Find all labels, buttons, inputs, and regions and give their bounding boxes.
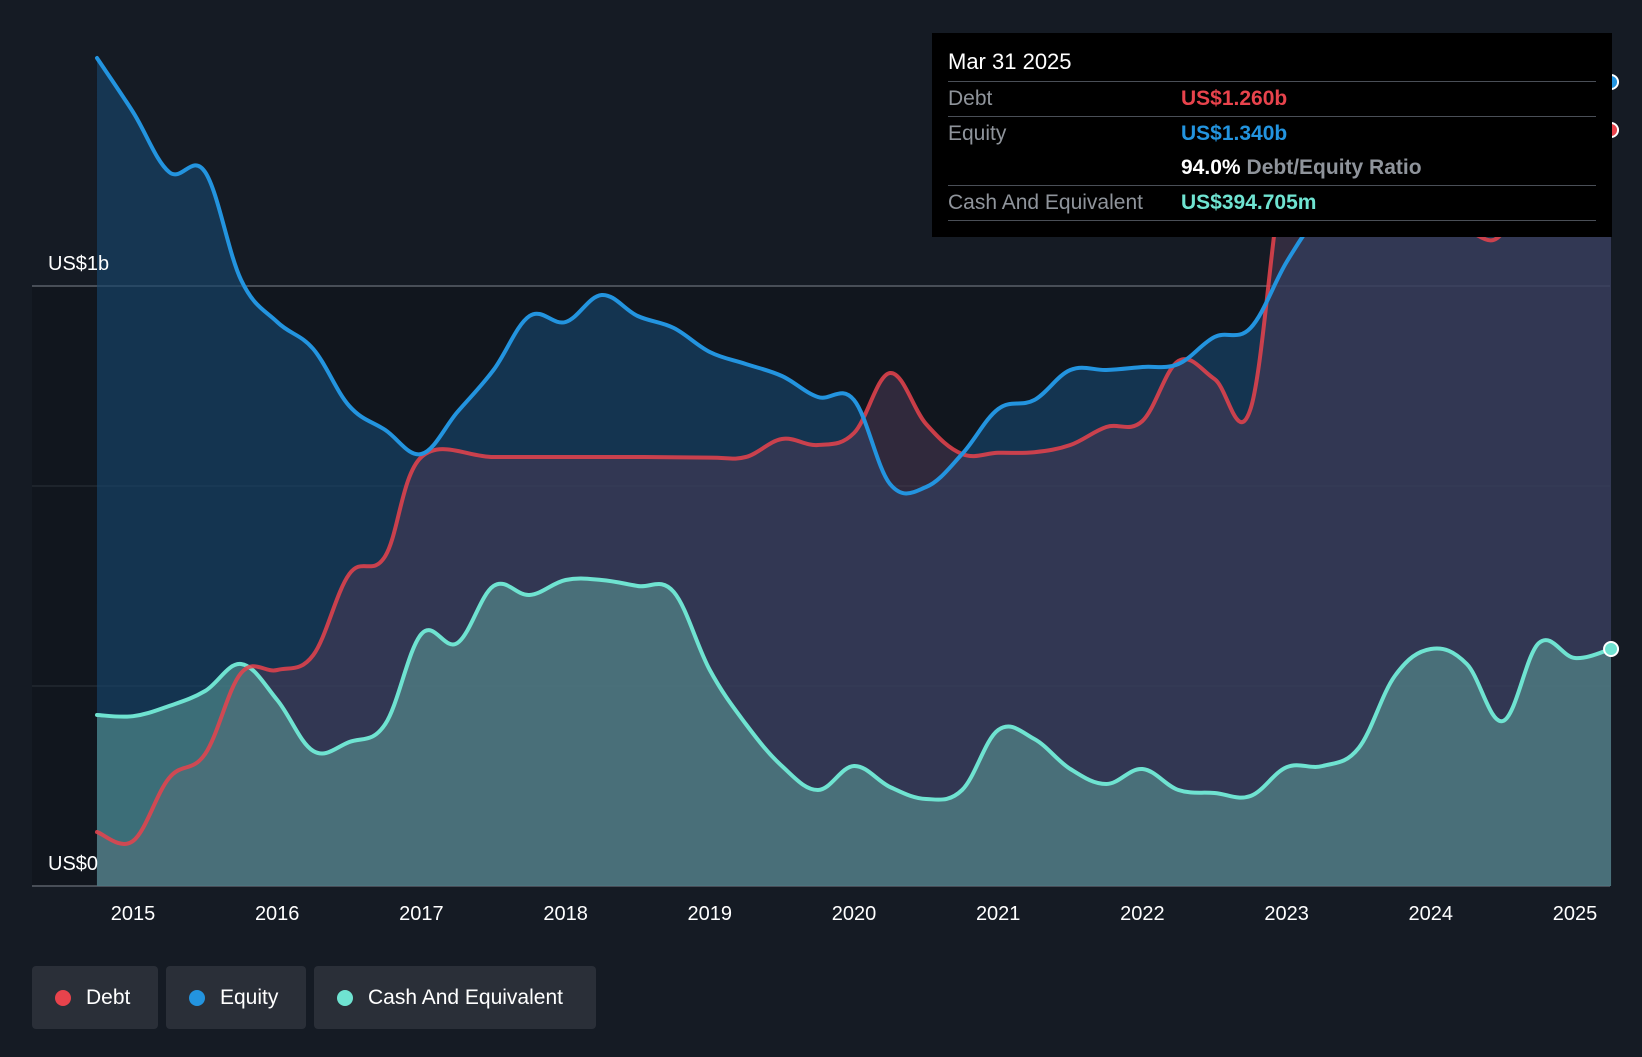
tooltip-cash-row: Cash And Equivalent US$394.705m: [948, 186, 1596, 221]
tooltip-ratio-value: 94.0%: [1181, 156, 1241, 179]
tooltip-date: Mar 31 2025: [948, 47, 1596, 82]
tooltip-equity-value: US$1.340b: [1181, 122, 1288, 145]
legend-item-equity[interactable]: Equity: [166, 966, 306, 1029]
x-tick-label: 2024: [1409, 903, 1454, 925]
tooltip-cash-label: Cash And Equivalent: [948, 191, 1143, 214]
tooltip-equity-label: Equity: [948, 122, 1007, 145]
area-fills: [96, 58, 1612, 886]
x-tick-label: 2016: [255, 903, 300, 925]
tooltip-debt-row: Debt US$1.260b: [948, 82, 1596, 117]
y-tick-label: US$0: [48, 853, 98, 875]
axis-labels: US$0 US$1b 2015 2016 2017 2018 2019 2020 2021 202…: [48, 253, 1597, 925]
legend-item-debt[interactable]: Debt: [32, 966, 158, 1029]
tooltip-ratio: 94.0% Debt/Equity Ratio: [1181, 151, 1422, 185]
tooltip-panel: Mar 31 2025 Debt US$1.260b Equity US$1.3…: [932, 33, 1612, 237]
x-tick-label: 2017: [399, 903, 444, 925]
x-tick-label: 2018: [543, 903, 588, 925]
legend-item-cash[interactable]: Cash And Equivalent: [314, 966, 596, 1029]
x-tick-label: 2020: [832, 903, 877, 925]
y-tick-label: US$1b: [48, 253, 109, 275]
tooltip-equity-row: Equity US$1.340b: [948, 117, 1596, 151]
x-tick-label: 2015: [111, 903, 156, 925]
legend-cash-label: Cash And Equivalent: [368, 985, 563, 1009]
tooltip-cash-value: US$394.705m: [1181, 191, 1317, 214]
cash-end-marker: [1603, 641, 1620, 657]
cash-area: [96, 578, 1612, 886]
tooltip-ratio-label: Debt/Equity Ratio: [1246, 156, 1422, 179]
x-tick-label: 2019: [688, 903, 733, 925]
cash-dot-icon: [337, 989, 353, 1006]
tooltip-ratio-row: 94.0% Debt/Equity Ratio: [948, 151, 1596, 186]
tooltip-debt-label: Debt: [948, 87, 993, 110]
legend-debt-label: Debt: [86, 985, 131, 1009]
x-tick-label: 2025: [1553, 903, 1598, 925]
x-tick-label: 2021: [976, 903, 1021, 925]
equity-dot-icon: [189, 989, 205, 1006]
cash-line: [95, 576, 1613, 802]
legend-equity-label: Equity: [220, 985, 279, 1009]
tooltip-debt-value: US$1.260b: [1181, 87, 1288, 110]
x-tick-label: 2023: [1264, 903, 1309, 925]
x-tick-label: 2022: [1120, 903, 1165, 925]
debt-dot-icon: [55, 989, 71, 1006]
